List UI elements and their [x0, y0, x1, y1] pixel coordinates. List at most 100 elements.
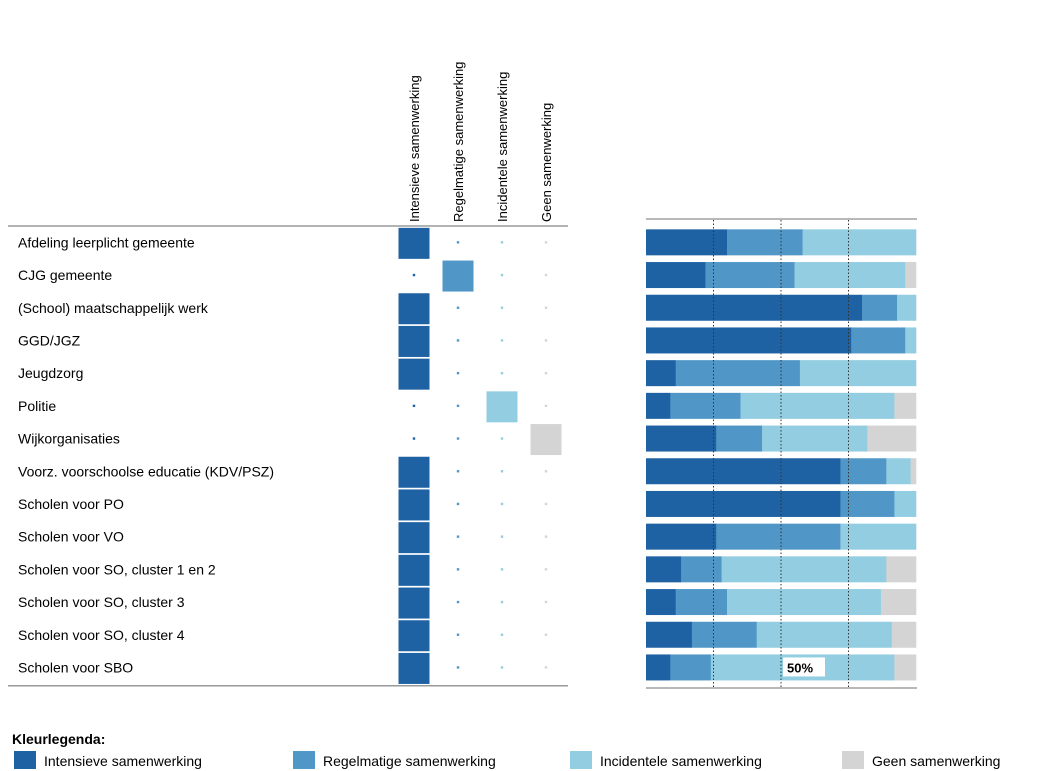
- matrix-cell-dot: [500, 502, 504, 506]
- matrix-cell-dot: [456, 241, 460, 244]
- bar-segment: [840, 458, 887, 485]
- matrix-cell-filled: [398, 489, 430, 521]
- matrix-cell-dot: [500, 241, 504, 244]
- matrix-cell-dot: [456, 666, 460, 669]
- matrix-cell-dot: [500, 633, 504, 636]
- bar-segment: [851, 327, 906, 354]
- bar-segment: [716, 523, 841, 550]
- bar-segment: [646, 392, 671, 419]
- matrix-cell-filled: [398, 227, 430, 259]
- bar-segment: [681, 556, 722, 583]
- row-label: Scholen voor SO, cluster 3: [18, 594, 185, 610]
- bar-segment: [862, 294, 898, 321]
- row-label: (School) maatschappelijk werk: [18, 300, 209, 316]
- bar-segment: [840, 490, 895, 517]
- matrix-cell-dot: [544, 371, 548, 375]
- annotation-background: [783, 657, 825, 677]
- row-label: Politie: [18, 398, 56, 414]
- bar-segment: [646, 523, 717, 550]
- matrix-cell-filled: [530, 424, 562, 456]
- matrix-cell-dot: [500, 535, 504, 538]
- bar-segment: [799, 360, 917, 387]
- bar-segment: [905, 262, 917, 289]
- annotation-label: 50%: [787, 660, 813, 675]
- matrix-cell-filled: [398, 456, 430, 488]
- bar-segment: [670, 654, 712, 681]
- bar-segment: [894, 654, 917, 681]
- legend-swatch: [842, 751, 864, 769]
- bar-segment: [897, 294, 917, 321]
- row-label: GGD/JGZ: [18, 332, 81, 348]
- matrix-cell-filled: [398, 358, 430, 390]
- matrix-cell-dot: [456, 437, 460, 440]
- bar-segment: [867, 425, 917, 452]
- bar-segment: [646, 490, 841, 517]
- matrix-cell-dot: [456, 339, 460, 342]
- legend-swatch: [570, 751, 592, 769]
- matrix-cell-dot: [544, 470, 548, 473]
- matrix-cell-filled: [398, 325, 430, 357]
- matrix-cell-dot: [544, 339, 548, 342]
- bar-segment: [646, 327, 852, 354]
- bar-segment: [905, 327, 917, 354]
- bar-segment: [646, 621, 693, 648]
- matrix-cell-dot: [544, 273, 548, 277]
- legend-swatch: [14, 751, 36, 769]
- matrix-cell-dot: [500, 437, 504, 440]
- legend-swatch: [293, 751, 315, 769]
- matrix-cell-dot: [500, 306, 504, 309]
- bar-segment: [894, 392, 917, 419]
- bar-segment: [716, 425, 763, 452]
- matrix-cell-dot: [544, 241, 548, 244]
- matrix-cell-dot: [412, 273, 416, 277]
- matrix-cell-dot: [456, 502, 460, 506]
- matrix-cell-filled: [398, 522, 430, 554]
- matrix-cell-dot: [544, 633, 548, 636]
- legend-title: Kleurlegenda:: [12, 731, 105, 747]
- matrix-cell-filled: [398, 620, 430, 652]
- legend-label: Incidentele samenwerking: [600, 753, 762, 769]
- bar-segment: [721, 556, 887, 583]
- matrix-cell-dot: [544, 568, 548, 571]
- column-header: Regelmatige samenwerking: [451, 62, 466, 222]
- matrix-cell-dot: [412, 437, 416, 440]
- matrix-cell-dot: [500, 339, 504, 342]
- bar-segment: [894, 490, 917, 517]
- bar-segment: [670, 392, 741, 419]
- matrix-cell-dot: [456, 633, 460, 636]
- matrix-cell-dot: [500, 666, 504, 669]
- bar-segment: [675, 589, 728, 616]
- matrix-cell-filled: [398, 587, 430, 619]
- bar-segment: [646, 360, 676, 387]
- matrix-cell-dot: [544, 502, 548, 506]
- bar-segment: [646, 262, 706, 289]
- matrix-cell-dot: [456, 371, 460, 375]
- column-header: Intensieve samenwerking: [407, 75, 422, 222]
- matrix-cell-dot: [500, 470, 504, 473]
- bar-segment: [646, 556, 682, 583]
- bar-segment: [740, 392, 895, 419]
- bar-segment: [910, 458, 917, 485]
- bar-segment: [886, 556, 917, 583]
- matrix-cell-dot: [544, 404, 548, 408]
- matrix-cell-dot: [500, 568, 504, 571]
- column-header: Geen samenwerking: [539, 103, 554, 222]
- bar-segment: [646, 229, 728, 256]
- bar-segment: [756, 621, 892, 648]
- matrix-cell-dot: [544, 666, 548, 669]
- bar-segment: [762, 425, 868, 452]
- bar-segment: [802, 229, 917, 256]
- row-label: Jeugdzorg: [18, 365, 83, 381]
- row-label: Wijkorganisaties: [18, 431, 120, 447]
- bar-segment: [646, 654, 671, 681]
- matrix-cell-dot: [544, 600, 548, 604]
- matrix-cell-dot: [500, 371, 504, 375]
- matrix-cell-dot: [456, 404, 460, 408]
- bar-segment: [727, 229, 803, 256]
- bar-segment: [840, 523, 917, 550]
- row-label: Scholen voor PO: [18, 496, 124, 512]
- matrix-cell-filled: [442, 260, 474, 292]
- bar-segment: [880, 589, 917, 616]
- matrix-cell-dot: [456, 600, 460, 604]
